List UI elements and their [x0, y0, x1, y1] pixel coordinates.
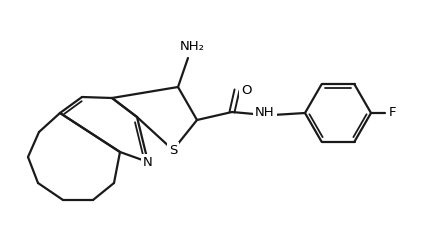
Text: F: F — [389, 106, 396, 120]
Text: NH: NH — [255, 106, 275, 120]
Text: N: N — [143, 155, 153, 169]
Text: S: S — [169, 144, 177, 156]
Text: NH₂: NH₂ — [179, 40, 205, 53]
Text: O: O — [241, 85, 252, 98]
